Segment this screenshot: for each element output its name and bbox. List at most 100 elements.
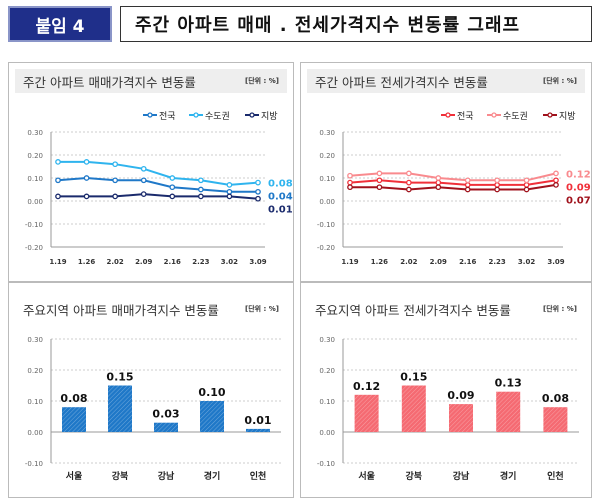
chart-panel-jeonse-region: 주요지역 아파트 전세가격지수 변동률 [단위 : %] 0.30 0.20 0.10… [300,282,592,498]
series-line-전국 [57,176,258,193]
bar-서울 [354,394,379,432]
data-point [376,184,383,191]
x-tick-label: 인천 [250,471,267,482]
y-tick-label: -0.20 [25,244,43,252]
y-tick-label: 0.20 [27,152,43,160]
y-tick-label: 0.20 [319,367,335,375]
series-line-수도권 [349,172,557,182]
data-point [494,186,500,193]
data-label: 0.03 [152,408,179,421]
x-tick-label: 2.09 [430,258,447,266]
x-tick-label: 경기 [500,470,517,482]
data-point [464,177,471,184]
bar-경기 [496,391,521,432]
legend-marker [445,112,451,118]
data-label: 0.09 [447,389,474,402]
unit-label: [단위 : %] [245,77,279,85]
x-tick-label: 2.02 [107,258,124,266]
x-tick-label: 강북 [406,470,423,482]
x-tick-label: 1.19 [341,258,358,266]
data-point [464,186,471,193]
data-point [347,179,353,186]
legend-marker [249,112,255,118]
data-label: 0.15 [400,371,427,384]
y-tick-label: -0.10 [25,221,43,229]
x-tick-label: 인천 [547,471,564,482]
end-value-label: 0.04 [268,192,293,203]
chart-panel-sale-region: 주요지역 아파트 매매가격지수 변동률 [단위 : %] 0.30 0.20 0.10… [8,282,294,498]
y-tick-label: 0.00 [27,429,43,437]
data-point [83,175,90,181]
data-point [406,179,412,186]
unit-label: [단위 : %] [543,305,577,313]
data-point [112,161,118,168]
series-line-전국 [349,179,557,186]
x-tick-label: 경기 [204,470,221,482]
legend-marker [491,112,497,118]
end-value-label: 0.07 [566,195,591,206]
chart-title: 주간 아파트 매매가격지수 변동률 [23,74,196,90]
data-point [226,193,233,200]
unit-label: [단위 : %] [245,305,279,313]
data-point [553,177,559,184]
legend-label: 지방 [559,111,576,122]
data-point [112,193,118,200]
legend-marker [147,112,153,118]
x-tick-label: 강남 [453,470,470,482]
x-tick-label: 1.19 [49,258,66,266]
data-label: 0.12 [353,380,380,393]
data-label: 0.13 [495,377,522,390]
data-label: 0.08 [60,392,87,405]
data-point [553,182,559,188]
y-tick-label: 0.10 [27,398,43,406]
data-point [435,175,442,181]
y-tick-label: 0.20 [319,152,335,160]
end-value-label: 0.12 [566,169,591,180]
x-tick-label: 강북 [112,470,129,482]
x-tick-label: 3.02 [221,258,238,266]
series-line-지방 [350,183,557,191]
data-label: 0.15 [106,371,133,384]
data-point [169,175,176,181]
y-tick-label: -0.10 [317,460,335,468]
chart-panel-sale-weekly: 주간 아파트 매매가격지수 변동률 [단위 : %] 0.30 0.20 0.10 0.… [8,62,294,282]
header: 붙임 4 주간 아파트 매매 . 전세가격지수 변동률 그래프 [8,6,592,42]
badge: 붙임 4 [8,6,112,42]
legend-label: 지방 [261,111,278,122]
y-tick-label: -0.20 [317,244,335,252]
data-point [140,165,147,172]
bar-강북 [108,385,132,432]
y-tick-label: 0.00 [319,198,335,206]
chart-svg: 0.30 0.20 0.10 0.00 -0.10 0.12 서울 0.15 강북 0.09 강남 0… [317,336,579,482]
data-point [523,177,530,184]
x-tick-label: 2.16 [459,258,476,266]
x-tick-label: 서울 [358,470,375,482]
x-tick-label: 1.26 [78,258,95,266]
data-point [435,184,442,191]
chart-panel-jeonse-weekly: 주간 아파트 전세가격지수 변동률 [단위 : %] 0.30 0.20 0.10 0.… [300,62,592,282]
series-line-수도권 [58,160,259,186]
data-point [83,193,90,200]
data-point [406,186,412,193]
data-point [140,191,147,197]
bar-강북 [401,385,426,432]
end-value-label: 0.08 [268,179,293,190]
data-point [140,177,147,184]
y-tick-label: 0.00 [27,198,43,206]
legend-marker [193,112,199,118]
data-point [494,182,500,188]
legend-label: 수도권 [503,110,528,122]
x-tick-label: 3.09 [249,258,266,266]
y-tick-label: -0.10 [25,460,43,468]
data-label: 0.08 [542,392,569,405]
x-tick-label: 서울 [66,470,83,482]
data-point [435,179,442,186]
data-point [255,188,261,195]
bar-강남 [449,404,473,432]
data-label: 0.10 [198,386,225,399]
y-tick-label: 0.10 [319,175,335,183]
x-tick-label: 3.09 [547,258,564,266]
chart-svg: 0.30 0.20 0.10 0.00 -0.10 -0.20 1.19 1.26 2.02 2.… [317,110,591,266]
x-tick-label: 2.23 [489,258,506,266]
x-tick-label: 2.02 [400,258,417,266]
